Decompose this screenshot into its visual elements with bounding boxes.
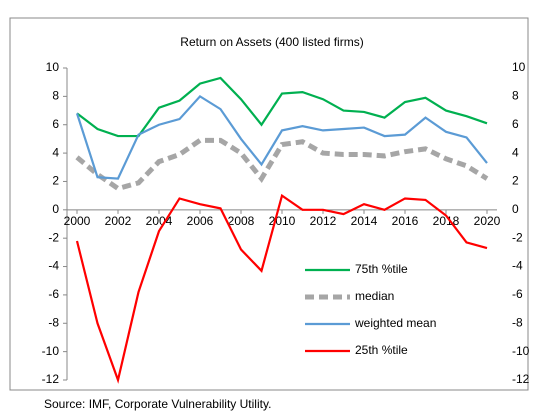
y-tick-label: 4 [52, 145, 59, 159]
legend-label: 75th %tile [355, 262, 408, 276]
y2-tick-label: -6 [512, 287, 523, 301]
y-tick-label: -2 [48, 230, 59, 244]
y-tick-label: -4 [48, 259, 59, 273]
x-tick-label: 2006 [187, 214, 214, 228]
x-tick-label: 2014 [351, 214, 378, 228]
legend-label: 25th %tile [355, 343, 408, 357]
chart-border [9, 17, 529, 391]
x-tick-label: 2004 [146, 214, 173, 228]
y2-tick-label: -4 [512, 259, 523, 273]
x-tick-label: 2020 [474, 214, 501, 228]
y-tick-label: 10 [46, 60, 60, 74]
y-tick-label: 6 [52, 117, 59, 131]
chart-title: Return on Assets (400 listed firms) [180, 35, 363, 49]
legend-label: weighted mean [354, 316, 436, 330]
y2-tick-label: 6 [512, 117, 519, 131]
source: Source: IMF, Corporate Vulnerability Uti… [44, 397, 271, 411]
x-tick-label: 2000 [64, 214, 91, 228]
x-tick-label: 2012 [310, 214, 337, 228]
y-tick-label: 8 [52, 89, 59, 103]
y-tick-label: -8 [48, 315, 59, 329]
series-line [76, 76, 488, 138]
series-line [75, 94, 488, 180]
y2-tick-label: 4 [512, 145, 519, 159]
series-line [75, 137, 489, 192]
x-tick-label: 2016 [392, 214, 419, 228]
y2-tick-label: 10 [512, 60, 526, 74]
y2-tick-label: -12 [512, 372, 530, 386]
y2-tick-label: 8 [512, 89, 519, 103]
y2-tick-label: -8 [512, 315, 523, 329]
y-tick-label: -6 [48, 287, 59, 301]
y-tick-label: 2 [52, 174, 59, 188]
y2-tick-label: 2 [512, 174, 519, 188]
y-tick-label: -10 [42, 344, 60, 358]
y2-tick-label: -2 [512, 230, 523, 244]
y2-tick-label: 0 [512, 202, 519, 216]
x-tick-label: 2002 [105, 214, 132, 228]
y-tick-label: 0 [52, 202, 59, 216]
y2-tick-label: -10 [512, 344, 530, 358]
series-line [75, 193, 488, 384]
legend-label: median [355, 289, 394, 303]
y-tick-label: -12 [42, 372, 60, 386]
x-tick-label: 2008 [228, 214, 255, 228]
